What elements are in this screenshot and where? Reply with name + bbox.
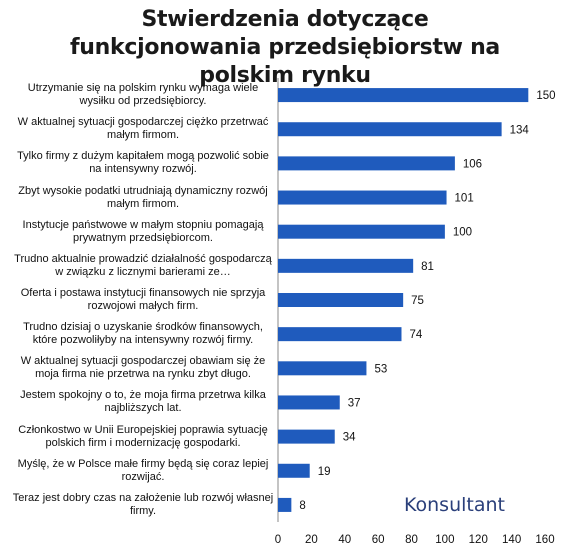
value-label: 106 — [463, 158, 482, 170]
bar — [278, 156, 455, 171]
category-label: W aktualnej sytuacji gospodarczej ciężko… — [17, 116, 269, 142]
x-tick-label: 160 — [535, 534, 554, 546]
bar — [278, 88, 529, 103]
x-tick-label: 0 — [275, 534, 281, 546]
value-label: 74 — [409, 329, 422, 341]
bar — [278, 463, 310, 478]
x-tick-label: 100 — [435, 534, 454, 546]
value-label: 19 — [318, 466, 331, 478]
value-label: 100 — [453, 227, 472, 239]
bar — [278, 327, 402, 342]
value-label: 8 — [299, 500, 305, 512]
category-label: Myślę, że w Polsce małe firmy będą się c… — [17, 457, 269, 483]
category-label: Zbyt wysokie podatki utrudniają dynamicz… — [18, 184, 268, 210]
x-tick-label: 40 — [338, 534, 351, 546]
bar — [278, 258, 414, 273]
value-label: 37 — [348, 397, 361, 409]
value-label: 75 — [411, 295, 424, 307]
category-label: Jestem spokojny o to, że moja firma prze… — [20, 389, 266, 415]
value-label: 34 — [343, 432, 356, 444]
value-label: 53 — [374, 363, 387, 375]
x-tick-label: 120 — [469, 534, 488, 546]
chart-title: Stwierdzenia dotyczące funkcjonowania pr… — [70, 7, 500, 88]
bar — [278, 429, 335, 444]
category-label: Teraz jest dobry czas na założenie lub r… — [12, 491, 274, 517]
bar — [278, 224, 445, 239]
x-tick-label: 80 — [405, 534, 418, 546]
bar — [278, 497, 292, 512]
logo: Konsultant — [404, 494, 505, 516]
category-label: Członkostwo w Unii Europejskiej poprawia… — [18, 423, 268, 449]
category-label: Trudno dzisiaj o uzyskanie środków finan… — [23, 321, 263, 347]
x-tick-label: 60 — [372, 534, 385, 546]
value-label: 134 — [510, 124, 530, 136]
value-label: 101 — [455, 193, 474, 205]
category-label: W aktualnej sytuacji gospodarczej obawia… — [20, 355, 266, 381]
category-label: Oferta i postawa instytucji finansowych … — [20, 287, 266, 312]
category-label: Utrzymanie się na polskim rynku wymaga w… — [27, 82, 259, 108]
bar — [278, 122, 502, 137]
bar — [278, 293, 404, 307]
bar — [278, 190, 447, 205]
category-label: Tylko firmy z dużym kapitałem mogą pozwo… — [17, 150, 269, 176]
value-label: 81 — [421, 261, 434, 273]
bar — [278, 395, 340, 410]
x-tick-label: 20 — [305, 534, 318, 546]
category-label: Instytucje państwowe w małym stopniu pom… — [22, 218, 264, 244]
bar — [278, 361, 367, 376]
category-label: Trudno aktualnie prowadzić działalność g… — [14, 252, 272, 278]
value-label: 150 — [536, 90, 555, 102]
x-tick-label: 140 — [502, 534, 521, 546]
